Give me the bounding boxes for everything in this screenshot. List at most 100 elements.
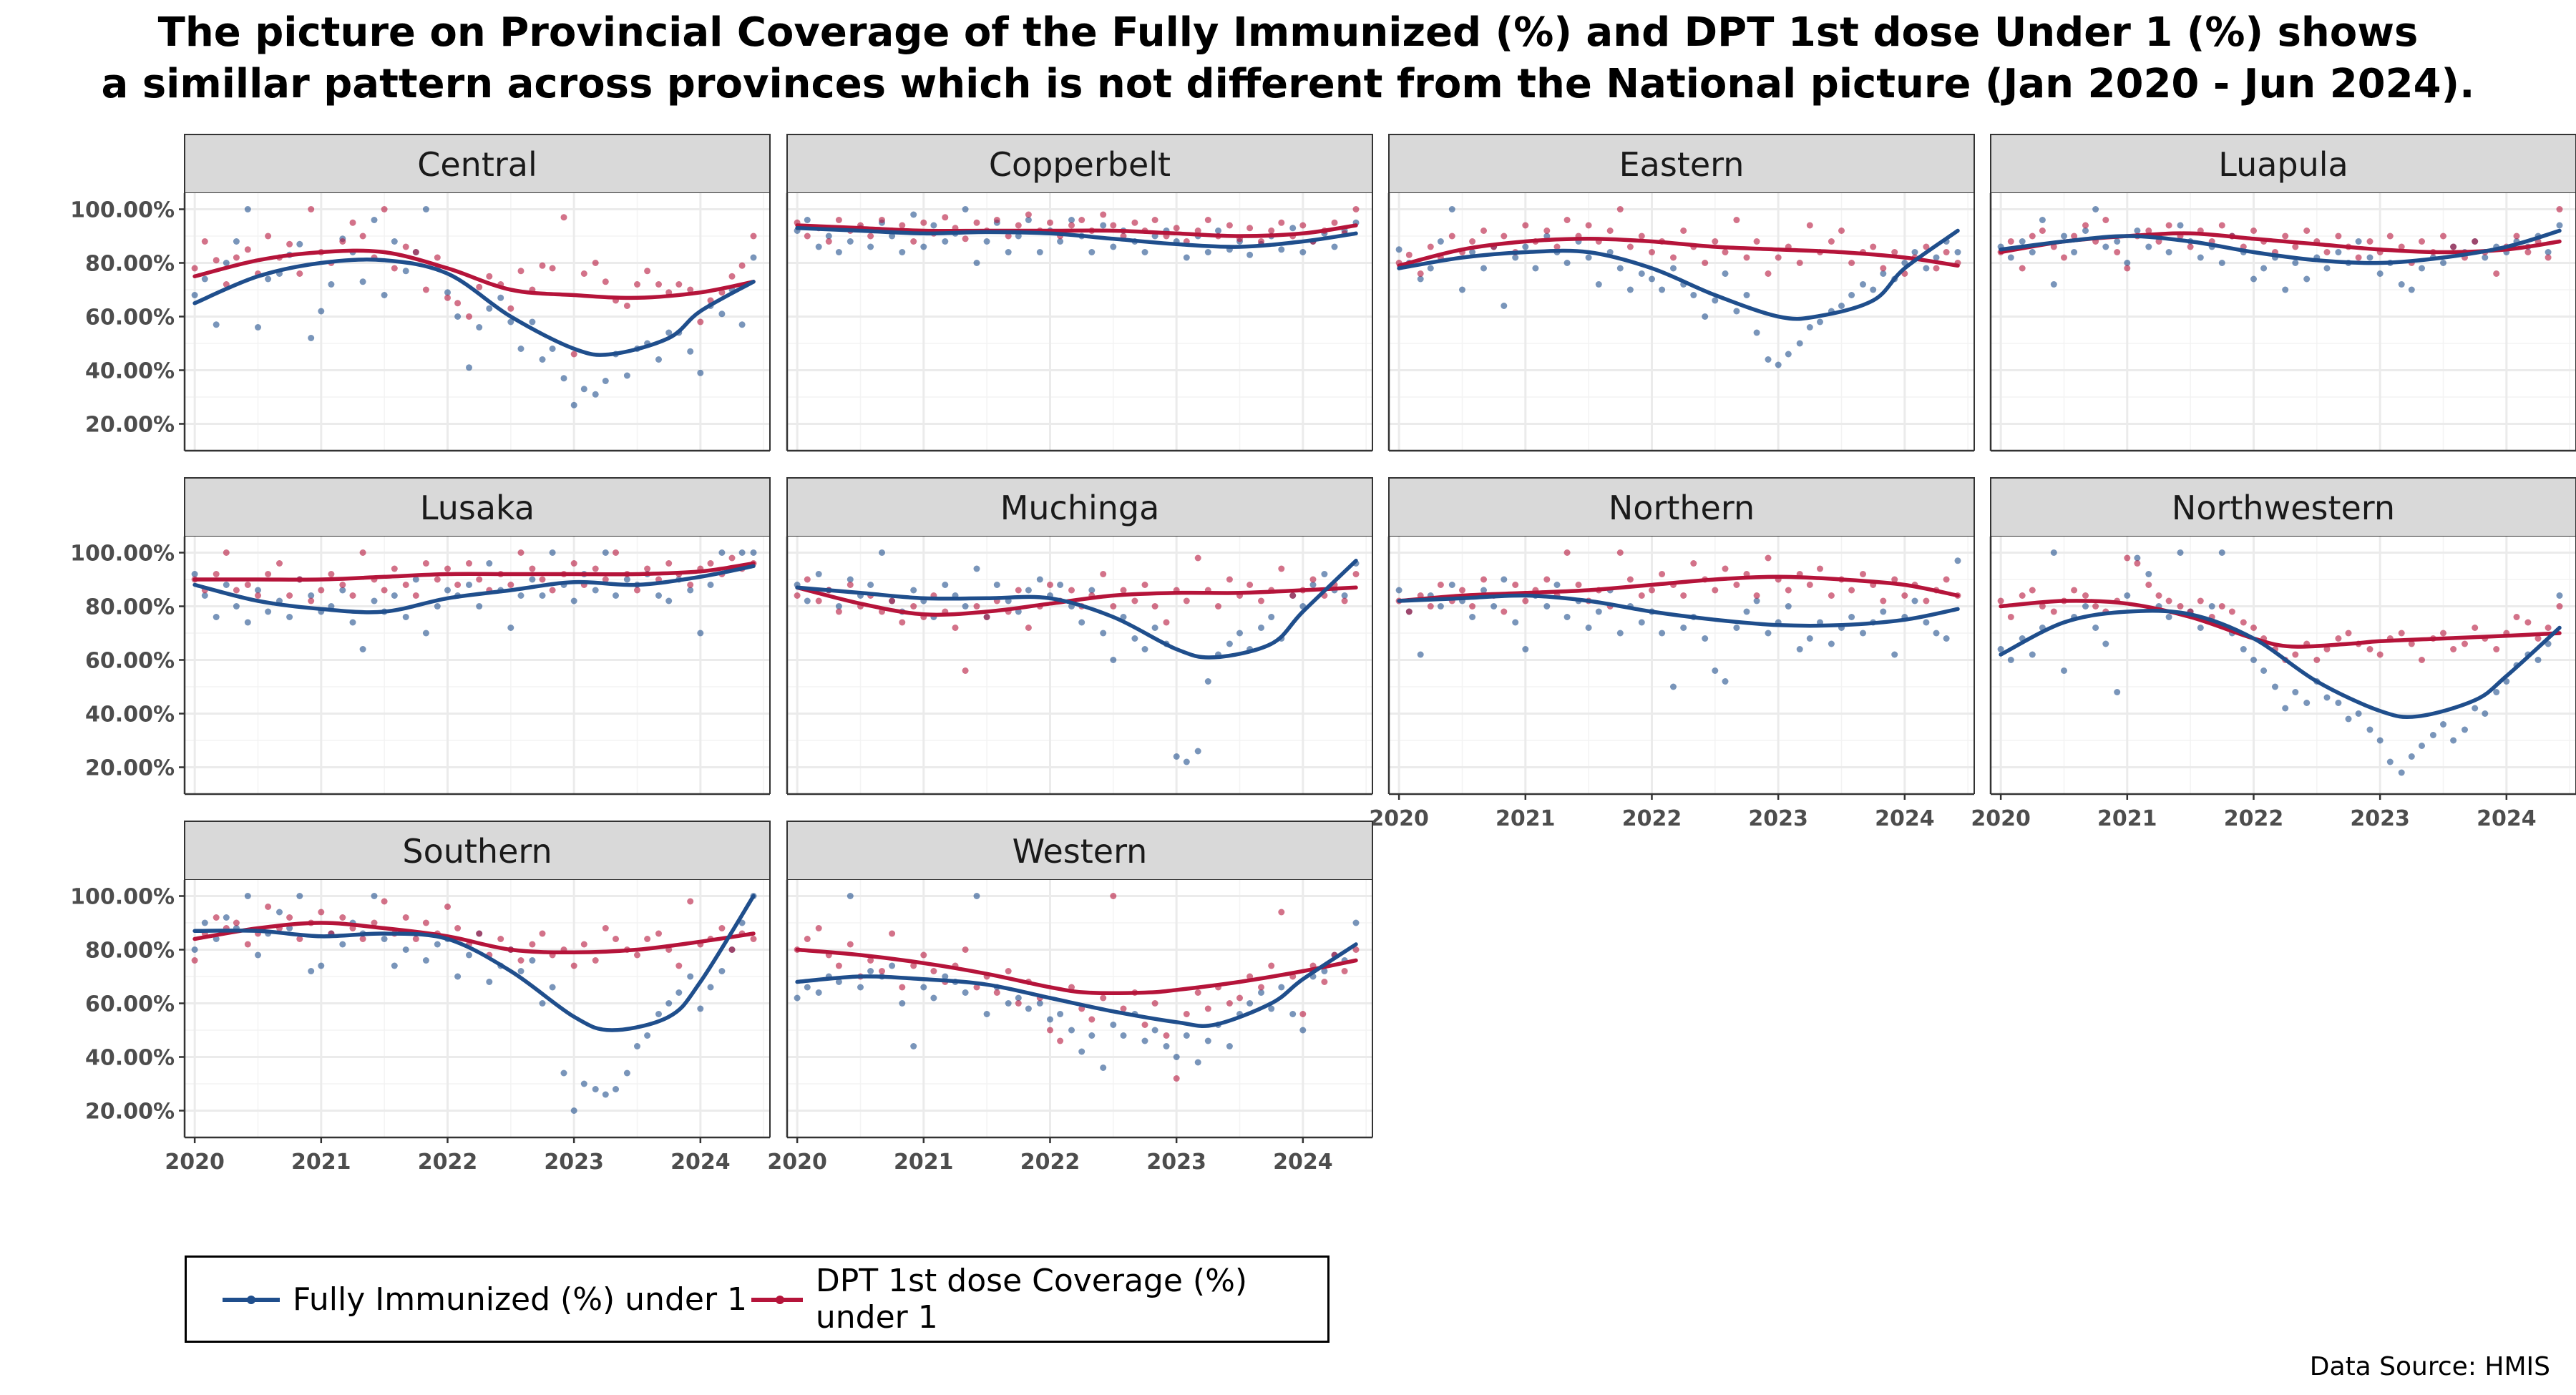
data-point-dpt-first-dose	[233, 254, 240, 261]
data-point-fully-immunized	[1204, 249, 1211, 255]
x-tick-label: 2024	[1273, 1150, 1333, 1175]
data-point-fully-immunized	[804, 217, 811, 223]
x-tick-label: 2021	[894, 1150, 954, 1175]
data-point-fully-immunized	[1100, 1064, 1107, 1071]
data-point-dpt-first-dose	[1870, 243, 1877, 250]
data-point-fully-immunized	[2134, 227, 2141, 234]
data-point-dpt-first-dose	[2039, 227, 2046, 234]
data-point-fully-immunized	[223, 582, 230, 588]
data-point-dpt-first-dose	[507, 582, 514, 588]
x-tick-label: 2020	[1971, 806, 2031, 831]
data-point-fully-immunized	[1173, 753, 1180, 760]
x-tick-label: 2023	[2350, 806, 2410, 831]
data-point-fully-immunized	[592, 587, 599, 594]
data-point-fully-immunized	[2050, 549, 2057, 556]
data-point-fully-immunized	[1036, 1000, 1043, 1007]
data-point-fully-immunized	[580, 386, 587, 393]
data-point-dpt-first-dose	[1204, 1005, 1211, 1012]
data-point-fully-immunized	[973, 260, 980, 266]
data-point-dpt-first-dose	[2082, 222, 2089, 229]
data-point-fully-immunized	[1278, 246, 1285, 253]
data-point-fully-immunized	[1543, 232, 1551, 240]
data-point-fully-immunized	[1796, 646, 1803, 652]
trend-line-fully-immunized	[1999, 228, 2562, 265]
data-point-fully-immunized	[1891, 651, 1898, 658]
data-point-fully-immunized	[687, 348, 694, 355]
data-point-fully-immunized	[738, 549, 746, 556]
x-tick-label: 2022	[2224, 806, 2284, 831]
data-point-fully-immunized	[223, 260, 230, 266]
data-point-dpt-first-dose	[570, 962, 577, 969]
data-point-fully-immunized	[1702, 635, 1709, 642]
data-point-fully-immunized	[1057, 582, 1064, 588]
data-point-fully-immunized	[1194, 1059, 1201, 1066]
data-point-dpt-first-dose	[1553, 243, 1561, 250]
data-point-fully-immunized	[930, 222, 937, 229]
x-tick-label: 2021	[2097, 806, 2157, 831]
data-point-dpt-first-dose	[1427, 603, 1434, 610]
data-point-fully-immunized	[1670, 265, 1677, 272]
data-point-fully-immunized	[2250, 275, 2257, 283]
chart-title-line-1: The picture on Provincial Coverage of th…	[157, 9, 2419, 56]
data-point-dpt-first-dose	[580, 941, 587, 948]
data-point-dpt-first-dose	[2408, 640, 2415, 647]
data-point-fully-immunized	[191, 571, 198, 577]
data-point-dpt-first-dose	[339, 582, 346, 588]
data-point-fully-immunized	[2376, 737, 2384, 744]
data-point-dpt-first-dose	[1501, 608, 1508, 615]
data-point-fully-immunized	[308, 335, 315, 341]
data-point-dpt-first-dose	[359, 232, 366, 240]
data-point-fully-immunized	[444, 289, 451, 296]
data-point-dpt-first-dose	[1543, 576, 1551, 583]
panel-title-muchinga: Muchinga	[1000, 489, 1160, 527]
data-point-dpt-first-dose	[592, 957, 599, 964]
panel-title-southern: Southern	[402, 832, 552, 871]
data-point-dpt-first-dose	[1352, 571, 1360, 577]
data-point-dpt-first-dose	[2019, 265, 2026, 272]
data-point-dpt-first-dose	[1649, 587, 1655, 594]
data-point-dpt-first-dose	[2323, 249, 2331, 255]
panel-strip-northern	[1388, 477, 1975, 537]
data-point-dpt-first-dose	[1522, 222, 1529, 229]
data-point-dpt-first-dose	[889, 930, 896, 937]
data-point-fully-immunized	[602, 549, 609, 556]
data-point-fully-immunized	[613, 592, 619, 599]
data-point-dpt-first-dose	[815, 597, 822, 604]
data-point-dpt-first-dose	[517, 549, 525, 556]
legend-key-fully-immunized	[220, 1283, 283, 1316]
data-point-fully-immunized	[529, 318, 536, 326]
data-point-fully-immunized	[1649, 275, 1655, 283]
data-point-dpt-first-dose	[825, 238, 832, 245]
data-point-fully-immunized	[2061, 232, 2067, 240]
data-point-fully-immunized	[1120, 614, 1127, 620]
data-point-dpt-first-dose	[2513, 232, 2520, 240]
data-point-fully-immunized	[1141, 1037, 1148, 1044]
data-point-fully-immunized	[2450, 737, 2457, 744]
trend-line-dpt-first-dose	[1999, 599, 2562, 649]
data-point-dpt-first-dose	[1743, 254, 1750, 261]
data-point-fully-immunized	[2482, 254, 2489, 261]
data-point-dpt-first-dose	[276, 560, 283, 567]
data-point-dpt-first-dose	[223, 281, 230, 288]
data-point-dpt-first-dose	[1163, 619, 1170, 626]
data-point-dpt-first-dose	[910, 238, 917, 245]
data-point-dpt-first-dose	[867, 232, 874, 240]
data-point-dpt-first-dose	[1268, 962, 1275, 969]
data-point-fully-immunized	[265, 275, 272, 283]
data-point-fully-immunized	[318, 962, 325, 969]
data-point-dpt-first-dose	[1427, 243, 1434, 250]
data-point-dpt-first-dose	[623, 303, 630, 309]
data-point-fully-immunized	[2061, 667, 2067, 674]
data-point-dpt-first-dose	[1417, 270, 1424, 277]
data-point-fully-immunized	[973, 565, 980, 572]
data-point-dpt-first-dose	[2177, 603, 2184, 610]
data-point-fully-immunized	[899, 249, 906, 255]
data-point-fully-immunized	[847, 893, 854, 899]
data-point-fully-immunized	[879, 549, 885, 556]
data-point-fully-immunized	[2092, 206, 2099, 212]
data-point-fully-immunized	[2335, 249, 2342, 255]
data-point-fully-immunized	[560, 1070, 567, 1077]
data-point-fully-immunized	[847, 576, 854, 583]
data-point-fully-immunized	[1480, 265, 1487, 272]
data-point-dpt-first-dose	[728, 554, 736, 562]
